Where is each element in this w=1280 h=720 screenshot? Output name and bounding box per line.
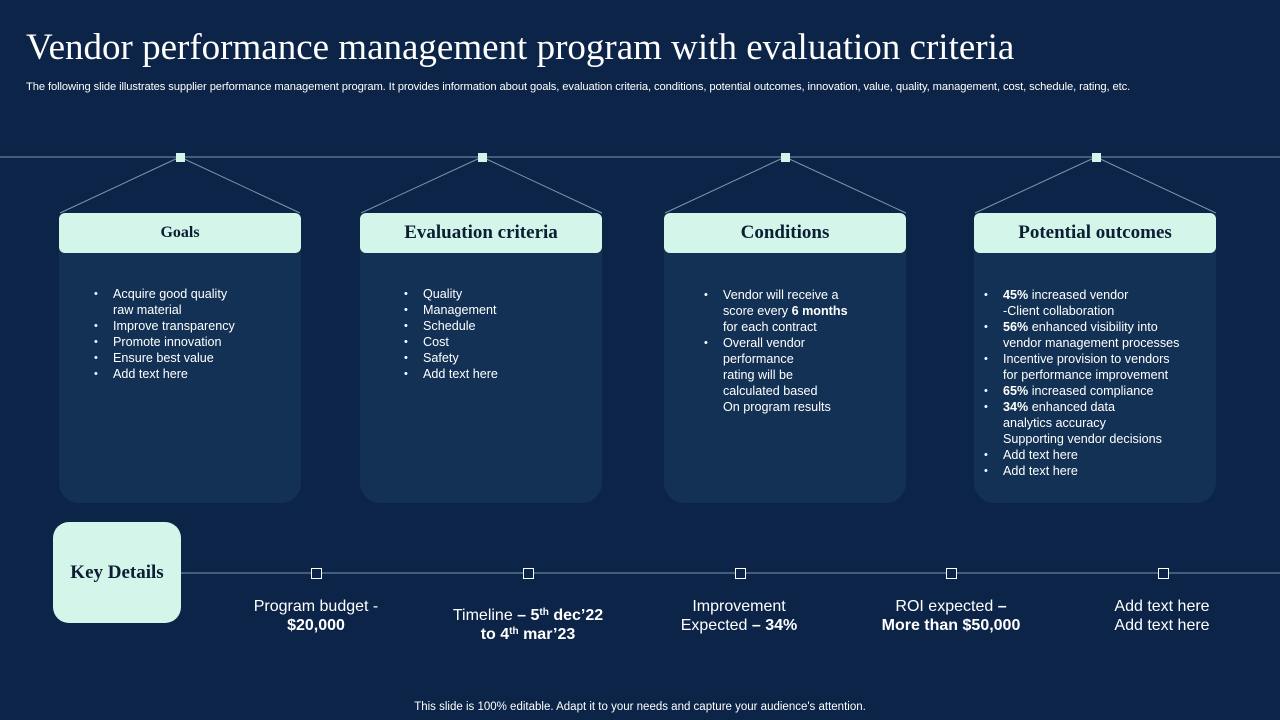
list-item: rating will be [723, 368, 793, 382]
list-item: Add text here [984, 463, 1179, 479]
list-item: 65% increased compliance [984, 383, 1179, 399]
top-marker-goals [176, 153, 185, 162]
detail-add-text: Add text here Add text here [1114, 598, 1210, 634]
slide-subtitle: The following slide illustrates supplier… [26, 81, 1131, 93]
top-marker-evaluation [478, 153, 487, 162]
list-item: Ensure best value [94, 350, 235, 366]
list-item: performance [723, 352, 794, 366]
card-evaluation-title: Evaluation criteria [360, 213, 602, 253]
detail-program-budget: Program budget - $20,000 [253, 598, 379, 634]
list-item: analytics accuracy [1003, 416, 1106, 430]
list-item: Quality [404, 286, 498, 302]
list-item: 45% increased vendor [984, 287, 1179, 303]
slide-title: Vendor performance management program wi… [26, 27, 1015, 68]
list-item: calculated based [723, 384, 818, 398]
list-item: Promote innovation [94, 334, 235, 350]
list-item: -Client collaboration [1003, 304, 1115, 318]
top-marker-conditions [781, 153, 790, 162]
list-item: On program results [723, 400, 831, 414]
top-marker-outcomes [1092, 153, 1101, 162]
list-item: Improve transparency [94, 318, 235, 334]
card-goals-title: Goals [59, 213, 301, 253]
card-conditions-title: Conditions [664, 213, 906, 253]
list-item: Vendor will receive a [704, 287, 848, 303]
timeline-marker-roi [946, 568, 957, 579]
detail-timeline: Timeline – 5th dec’22 to 4th mar’23 [452, 607, 604, 643]
list-item: 34% enhanced data [984, 399, 1179, 415]
list-item: raw material [113, 303, 182, 317]
list-item: for performance improvement [1003, 368, 1169, 382]
list-item: for each contract [723, 320, 817, 334]
list-item: Supporting vendor decisions [1003, 432, 1162, 446]
list-item: vendor management processes [1003, 336, 1180, 350]
evaluation-list: Quality Management Schedule Cost Safety … [404, 286, 498, 382]
list-item: score every 6 months [723, 304, 848, 318]
card-conditions: Conditions Vendor will receive a score e… [664, 213, 906, 503]
timeline-marker-improvement [735, 568, 746, 579]
list-item: Safety [404, 350, 498, 366]
card-outcomes-title: Potential outcomes [974, 213, 1216, 253]
conditions-list: Vendor will receive a score every 6 mont… [704, 287, 848, 415]
card-evaluation-criteria: Evaluation criteria Quality Management S… [360, 213, 602, 503]
list-item: Overall vendor [704, 335, 848, 351]
key-details-label: Key Details [53, 522, 181, 623]
detail-improvement: Improvement Expected – 34% [680, 598, 798, 634]
detail-roi: ROI expected – More than $50,000 [881, 598, 1021, 634]
card-potential-outcomes: Potential outcomes 45% increased vendor … [974, 213, 1216, 503]
list-item: Incentive provision to vendors [984, 351, 1179, 367]
timeline-marker-timeline [523, 568, 534, 579]
card-goals: Goals Acquire good quality raw material … [59, 213, 301, 503]
slide-footer: This slide is 100% editable. Adapt it to… [414, 701, 866, 713]
outcomes-list: 45% increased vendor -Client collaborati… [984, 287, 1179, 479]
timeline-marker-budget [311, 568, 322, 579]
list-item: 56% enhanced visibility into [984, 319, 1179, 335]
list-item: Management [404, 302, 498, 318]
list-item: Cost [404, 334, 498, 350]
goals-list: Acquire good quality raw material Improv… [94, 286, 235, 382]
list-item: Schedule [404, 318, 498, 334]
list-item: Add text here [404, 366, 498, 382]
list-item: Add text here [984, 447, 1179, 463]
list-item: Add text here [94, 366, 235, 382]
timeline-marker-add [1158, 568, 1169, 579]
list-item: Acquire good quality [94, 286, 235, 302]
